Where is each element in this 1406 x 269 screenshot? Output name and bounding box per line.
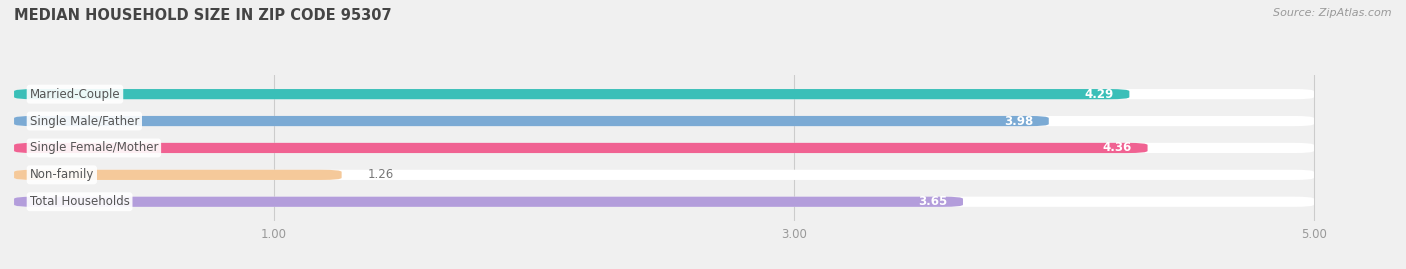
Text: MEDIAN HOUSEHOLD SIZE IN ZIP CODE 95307: MEDIAN HOUSEHOLD SIZE IN ZIP CODE 95307 (14, 8, 392, 23)
Text: 4.29: 4.29 (1084, 88, 1114, 101)
Text: 1.26: 1.26 (367, 168, 394, 181)
Text: Non-family: Non-family (30, 168, 94, 181)
Text: Single Male/Father: Single Male/Father (30, 115, 139, 128)
FancyBboxPatch shape (14, 143, 1315, 153)
Text: Total Households: Total Households (30, 195, 129, 208)
FancyBboxPatch shape (14, 197, 1315, 207)
FancyBboxPatch shape (14, 89, 1129, 99)
FancyBboxPatch shape (14, 89, 1315, 99)
FancyBboxPatch shape (14, 116, 1315, 126)
FancyBboxPatch shape (14, 197, 963, 207)
Text: 3.98: 3.98 (1004, 115, 1033, 128)
Text: Source: ZipAtlas.com: Source: ZipAtlas.com (1274, 8, 1392, 18)
FancyBboxPatch shape (14, 116, 1049, 126)
FancyBboxPatch shape (14, 170, 1315, 180)
FancyBboxPatch shape (14, 170, 342, 180)
Text: Married-Couple: Married-Couple (30, 88, 121, 101)
Text: Single Female/Mother: Single Female/Mother (30, 141, 157, 154)
Text: 3.65: 3.65 (918, 195, 948, 208)
Text: 4.36: 4.36 (1102, 141, 1132, 154)
FancyBboxPatch shape (14, 143, 1147, 153)
